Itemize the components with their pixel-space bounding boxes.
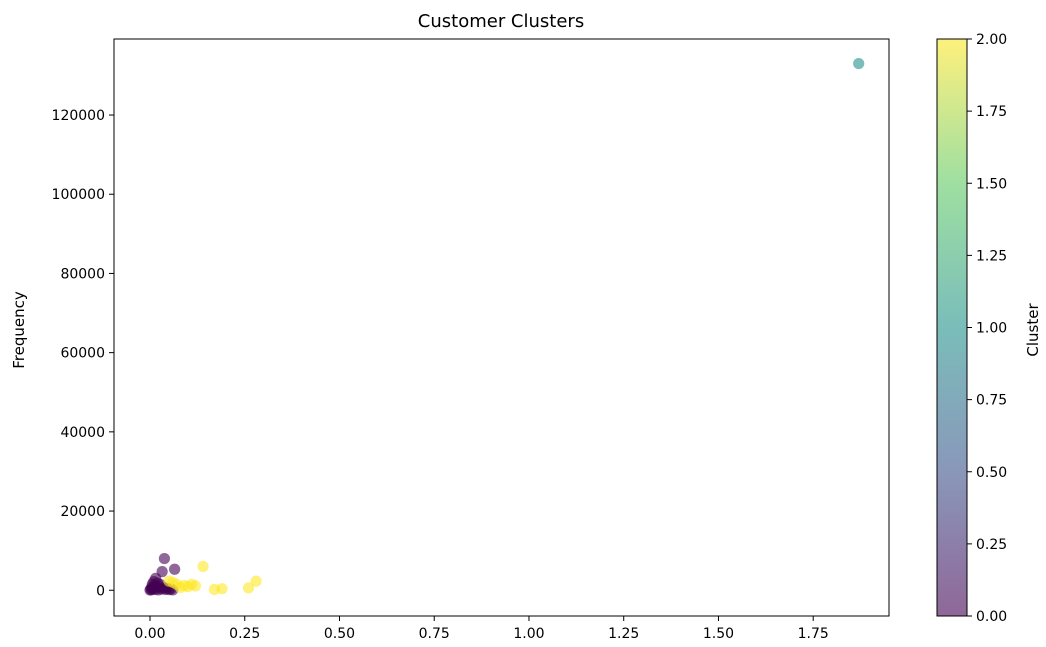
colorbar-tick-label: 0.75 bbox=[976, 393, 1007, 409]
scatter-point-cluster-0 bbox=[169, 563, 181, 575]
colorbar-label: Cluster bbox=[1024, 303, 1042, 357]
colorbar-ticks: 0.00 0.25 0.50 0.75 1.00 1.25 1.50 1.75 2.00 bbox=[967, 32, 1007, 625]
colorbar-tick-label: 1.50 bbox=[976, 176, 1007, 192]
points-layer bbox=[144, 57, 865, 596]
x-tick-label: 1.75 bbox=[798, 626, 829, 642]
scatter-point-cluster-0 bbox=[158, 552, 171, 565]
colorbar-tick-label: 2.00 bbox=[976, 32, 1007, 48]
x-tick-label: 0.75 bbox=[419, 626, 450, 642]
y-tick-label: 0 bbox=[96, 583, 105, 599]
colorbar-tick-label: 1.25 bbox=[976, 248, 1007, 264]
x-tick-label: 0.00 bbox=[134, 626, 165, 642]
y-tick-label: 60000 bbox=[60, 346, 105, 362]
y-tick-label: 20000 bbox=[60, 504, 105, 520]
colorbar-tick-label: 0.25 bbox=[976, 537, 1007, 553]
y-axis-label: Frequency bbox=[10, 291, 28, 369]
y-axis-ticks: 0 20000 40000 60000 80000 100000 120000 bbox=[52, 108, 114, 599]
scatter-point-cluster-0 bbox=[156, 566, 168, 578]
colorbar-tick-label: 1.00 bbox=[976, 321, 1007, 337]
x-tick-label: 1.25 bbox=[608, 626, 639, 642]
colorbar-tick-label: 0.50 bbox=[976, 465, 1007, 481]
x-tick-label: 1.00 bbox=[513, 626, 544, 642]
scatter-point-cluster-2 bbox=[250, 575, 262, 587]
x-tick-label: 1.50 bbox=[703, 626, 734, 642]
y-tick-label: 120000 bbox=[52, 108, 105, 124]
scatter-point-cluster-2 bbox=[189, 580, 202, 592]
scatter-point-cluster-2 bbox=[242, 582, 255, 594]
colorbar-tick-label: 1.75 bbox=[976, 104, 1007, 120]
y-tick-label: 40000 bbox=[60, 425, 105, 441]
x-tick-label: 0.50 bbox=[324, 626, 355, 642]
x-tick-label: 0.25 bbox=[229, 626, 260, 642]
scatter-point-cluster-1 bbox=[853, 57, 865, 70]
colorbar-tick-label: 0.00 bbox=[976, 609, 1007, 625]
plot-area-frame bbox=[113, 38, 890, 617]
scatter-point-cluster-2 bbox=[197, 560, 209, 573]
colorbar bbox=[936, 38, 968, 617]
scatter-point-cluster-2 bbox=[216, 583, 228, 595]
chart-title: Customer Clusters bbox=[418, 11, 584, 32]
y-tick-label: 100000 bbox=[52, 187, 105, 203]
x-axis-ticks: 0.00 0.25 0.50 0.75 1.00 1.25 1.50 1.75 bbox=[134, 616, 829, 642]
y-tick-label: 80000 bbox=[60, 266, 105, 282]
